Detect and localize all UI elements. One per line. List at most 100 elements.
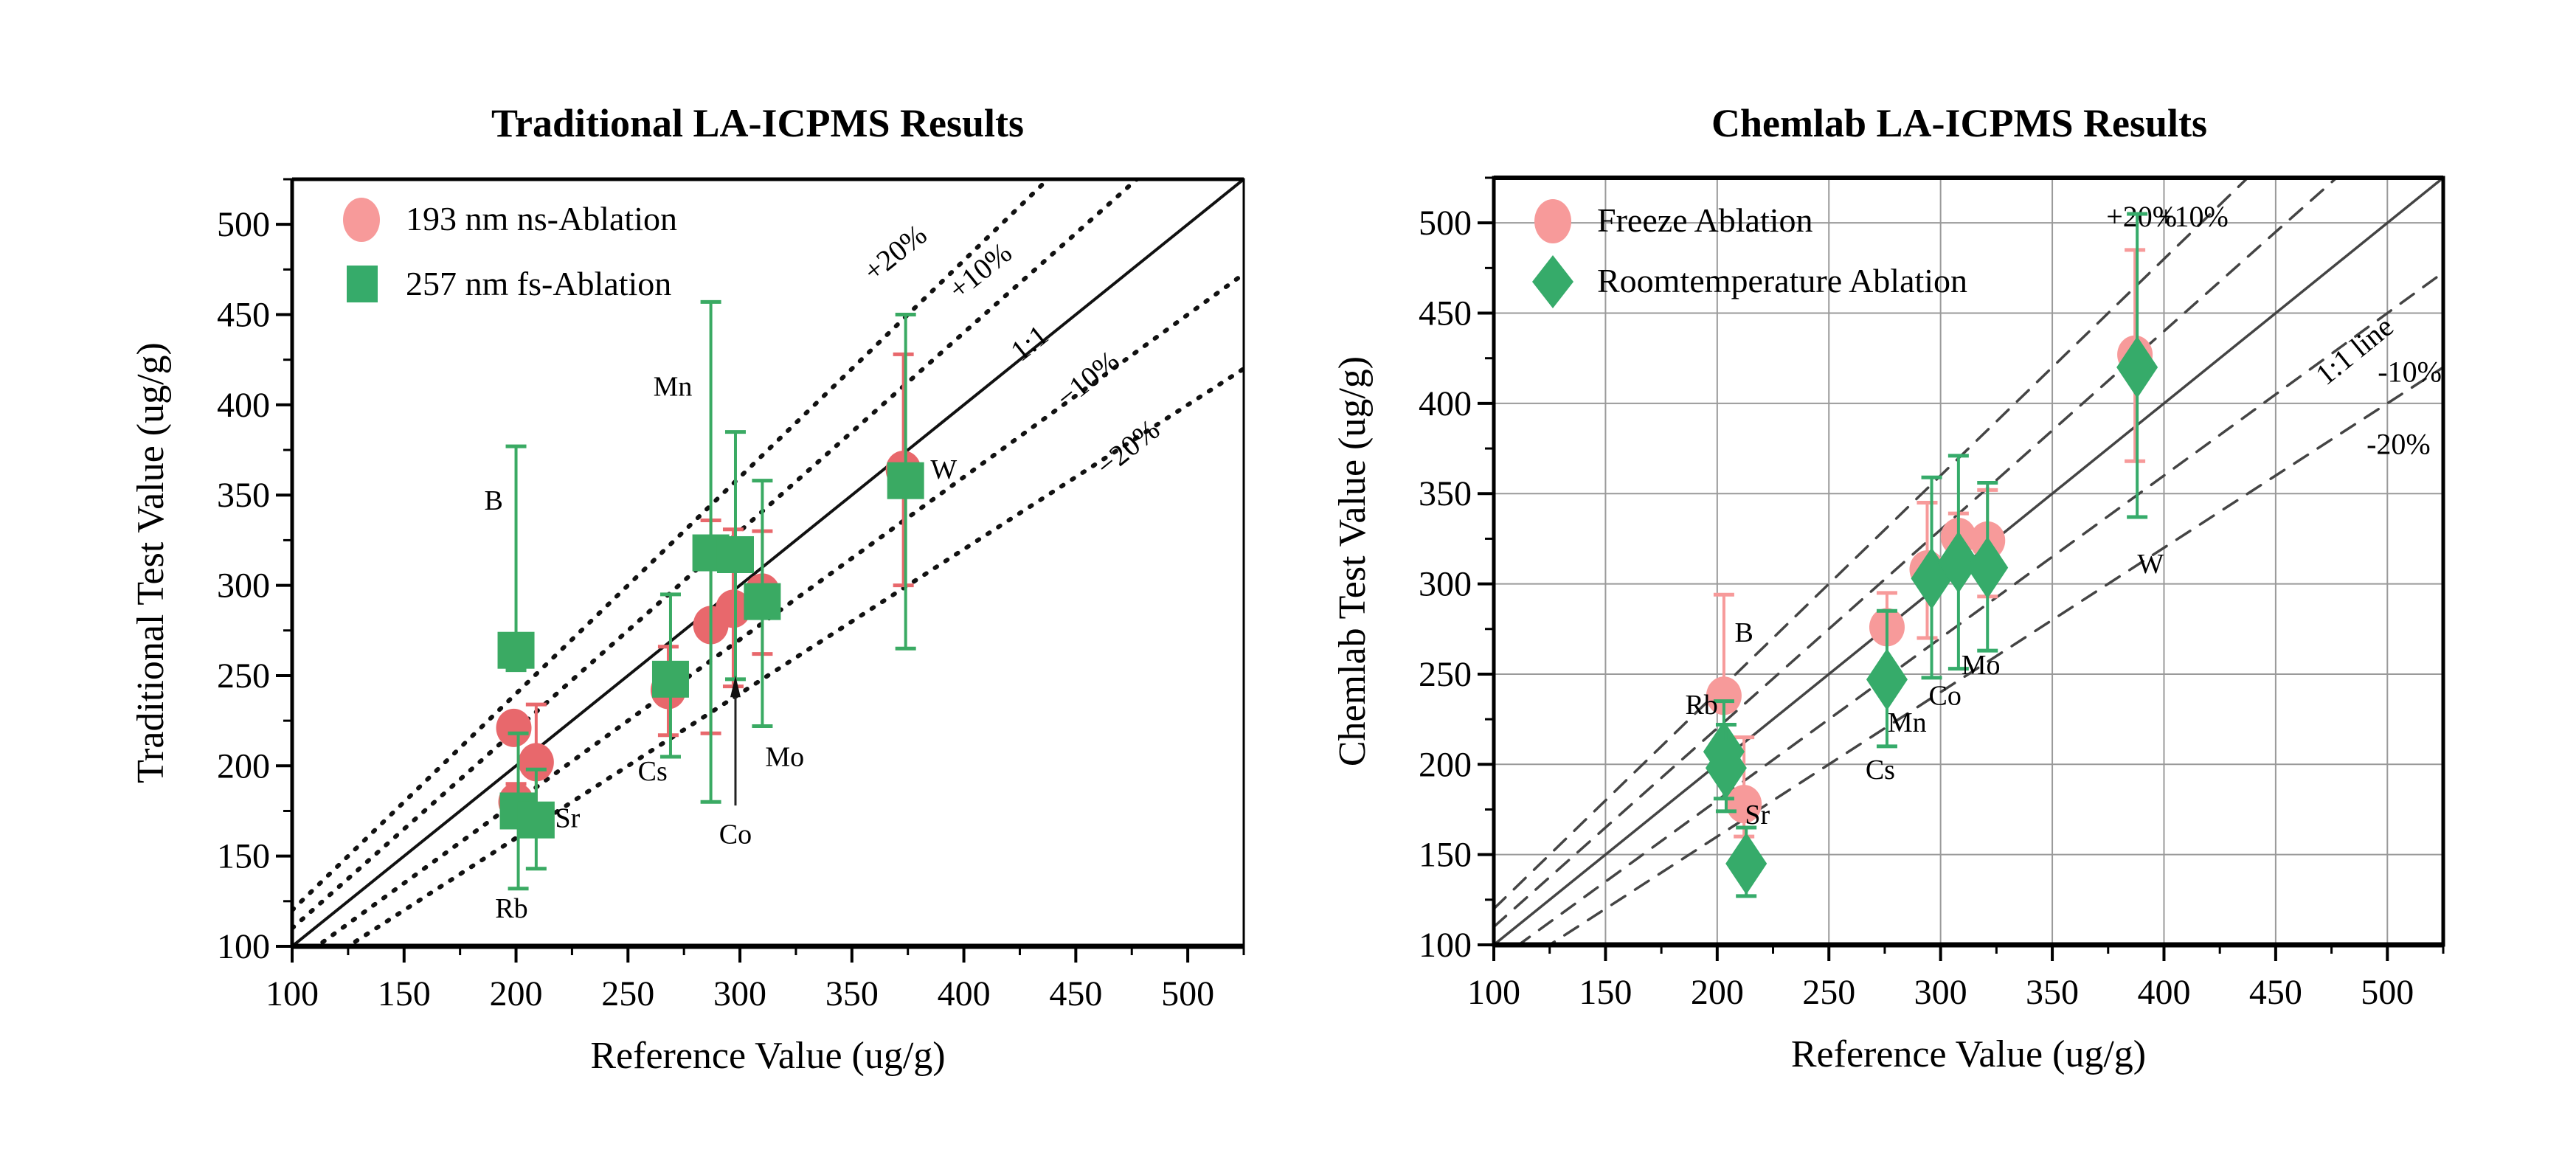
reference-line	[1516, 271, 2443, 945]
element-label: B	[1734, 617, 1753, 648]
x-tick-label: 300	[1914, 973, 1967, 1012]
data-point	[1706, 676, 1742, 715]
element-label: W	[930, 454, 957, 485]
y-tick-label: 150	[217, 837, 270, 876]
series-1	[497, 299, 924, 891]
x-tick-label: 500	[2361, 973, 2414, 1012]
x-tick-label: 150	[1579, 973, 1632, 1012]
y-tick-label: 200	[1419, 745, 1472, 784]
y-tick-label: 350	[217, 476, 270, 515]
x-tick-label: 500	[1161, 974, 1214, 1013]
reference-line-label: -10%	[2378, 356, 2442, 389]
reference-line	[1547, 366, 2443, 945]
reference-line	[1494, 178, 2250, 910]
legend-label: 257 nm fs-Ablation	[406, 265, 671, 302]
reference-lines	[1494, 178, 2443, 945]
legend-circle-icon	[343, 198, 380, 242]
element-label: Rb	[495, 893, 527, 924]
x-tick-label: 450	[2249, 973, 2302, 1012]
legend-diamond-icon	[1532, 255, 1573, 308]
data-point	[1725, 832, 1767, 895]
element-label: Mo	[765, 741, 804, 772]
reference-line-label: +10%	[2158, 200, 2229, 233]
legend: Freeze Ablation Roomtemperature Ablation	[1532, 199, 1967, 308]
legend-label: Freeze Ablation	[1597, 201, 1813, 239]
y-tick-label: 100	[217, 927, 270, 966]
y-tick-label: 250	[217, 656, 270, 696]
legend: 193 nm ns-Ablation 257 nm fs-Ablation	[343, 198, 677, 302]
y-axis-label: Traditional Test Value (ug/g)	[130, 342, 172, 783]
reference-line-label: −10%	[1050, 344, 1126, 414]
x-tick-label: 150	[378, 974, 431, 1013]
y-tick-label: 150	[1419, 836, 1472, 875]
series-0	[496, 352, 921, 822]
data-point	[1726, 785, 1762, 824]
x-tick-label: 450	[1049, 974, 1102, 1013]
x-tick-label: 300	[713, 974, 766, 1013]
y-tick-label: 500	[1419, 204, 1472, 243]
y-tick-label: 250	[1419, 655, 1472, 694]
x-tick-label: 250	[1802, 973, 1855, 1012]
y-tick-label: 400	[217, 386, 270, 425]
x-tick-label: 100	[1467, 973, 1520, 1012]
reference-line-label: −20%	[1090, 412, 1166, 482]
series-0	[1706, 248, 2153, 839]
y-tick-label: 200	[217, 746, 270, 786]
reference-lines	[292, 179, 1244, 946]
reference-line	[292, 179, 1140, 931]
chart-title: Traditional LA-ICPMS Results	[491, 101, 1024, 145]
reference-line-label: +20%	[857, 218, 933, 288]
legend-square-icon	[347, 266, 378, 302]
data-point	[517, 801, 555, 839]
reference-line-label: +20%	[2106, 200, 2177, 233]
reference-line	[1494, 178, 2339, 929]
element-label: Mn	[1888, 707, 1927, 738]
y-tick-label: 350	[1419, 474, 1472, 513]
data-point	[1937, 531, 1979, 594]
data-point	[1866, 648, 1908, 711]
element-label: Mo	[1962, 650, 2001, 681]
x-tick-label: 400	[938, 974, 991, 1013]
co-arrow-head-icon	[730, 675, 741, 698]
reference-line	[292, 179, 1244, 946]
data-point	[716, 535, 754, 573]
data-point	[651, 660, 689, 698]
chart-title: Chemlab LA-ICPMS Results	[1711, 101, 2207, 145]
reference-line	[344, 366, 1244, 946]
data-point	[496, 708, 532, 747]
data-point	[744, 583, 781, 620]
element-label: W	[2137, 549, 2164, 580]
element-label: Cs	[638, 756, 668, 787]
element-label: Cs	[1866, 755, 1895, 786]
reference-line-label: 1:1	[1004, 318, 1054, 367]
traditional-chart: Traditional LA-ICPMS Results+20% +10%1:1−…	[130, 101, 1245, 1077]
reference-line-label: -20%	[2366, 427, 2431, 460]
element-label: Sr	[555, 802, 580, 833]
x-axis-label: Reference Value (ug/g)	[1791, 1033, 2146, 1075]
y-tick-label: 300	[1419, 565, 1472, 604]
data-point	[1705, 737, 1747, 800]
y-tick-label: 400	[1419, 384, 1472, 423]
y-axis-label: Chemlab Test Value (ug/g)	[1332, 356, 1374, 766]
data-point	[1967, 536, 2009, 599]
legend-label: 193 nm ns-Ablation	[406, 200, 677, 238]
x-tick-label: 100	[266, 974, 319, 1013]
chemlab-chart: Chemlab LA-ICPMS Results+20%+10%1:1 line…	[1332, 101, 2445, 1075]
y-tick-label: 500	[217, 205, 270, 244]
data-point	[518, 743, 554, 782]
element-label: Sr	[1745, 800, 1770, 831]
series-1	[1703, 212, 2158, 898]
x-tick-label: 200	[490, 974, 543, 1013]
data-point	[887, 462, 924, 499]
element-label: Rb	[1685, 690, 1717, 721]
y-tick-label: 450	[217, 296, 270, 335]
data-point	[497, 631, 535, 669]
element-label: Co	[1929, 681, 1962, 712]
data-point	[2116, 336, 2158, 398]
element-label: B	[484, 485, 502, 516]
legend-circle-icon	[1534, 199, 1571, 243]
element-label: Mn	[654, 372, 693, 403]
legend-label: Roomtemperature Ablation	[1597, 262, 1967, 299]
x-tick-label: 350	[825, 974, 879, 1013]
x-tick-label: 400	[2137, 973, 2190, 1012]
